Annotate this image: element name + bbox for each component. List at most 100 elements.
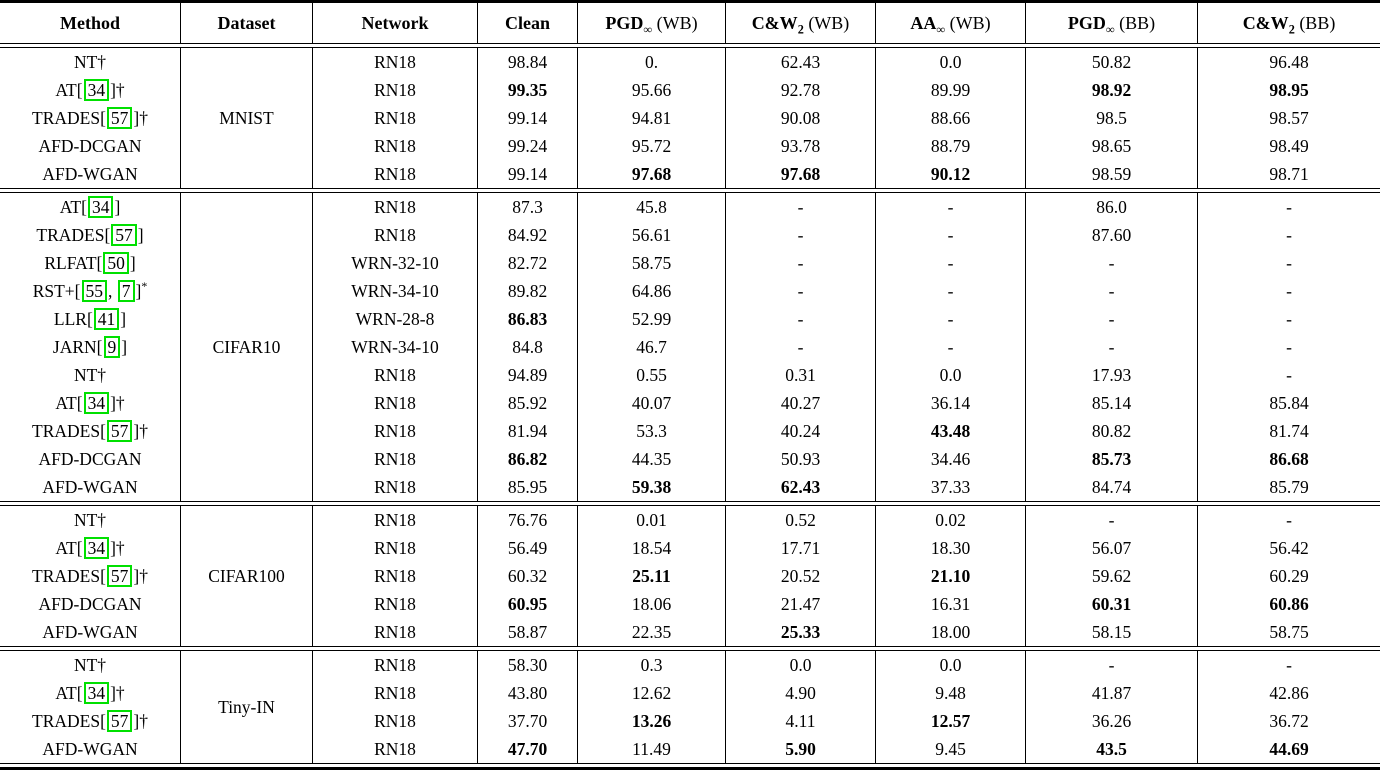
value-cell: 34.46 [875,445,1025,473]
value-cell: - [875,249,1025,277]
value-cell: 89.82 [477,277,577,305]
table-row: JARN[9] WRN-34-10 84.8 46.7- - - - [0,333,1380,361]
value-cell: 60.31 [1025,590,1197,618]
value-cell: 99.24 [477,132,577,160]
table-row: AT[34]† RN18 99.35 95.66 92.78 89.99 98.92 98.9… [0,76,1380,104]
value-cell: 21.47 [725,590,875,618]
value-cell: 46.7 [577,333,725,361]
citation-link[interactable]: 57 [111,223,137,247]
method-cell: AFD-DCGAN [38,135,142,156]
table-row: AFD-WGAN RN18 58.87 22.35 25.33 18.00 58.15 58.… [0,618,1380,646]
citation-link[interactable]: 57 [106,564,133,588]
citation-link[interactable]: 57 [106,419,133,443]
network-cell: WRN-32-10 [312,249,477,277]
method-cell: NT† [73,51,107,72]
value-cell: 9.45 [875,735,1025,763]
value-cell: 0.3 [577,651,725,679]
header-row: Method Dataset Network Clean PGD∞ (WB) C&W2 (… [0,3,1380,43]
citation-link[interactable]: 9 [103,335,121,359]
value-cell: - [725,249,875,277]
dataset-group-MNIST: NT† MNIST RN18 98.84 0. 62.43 0.0 50.82 96.48 AT[… [0,48,1380,188]
citation-link[interactable]: 41 [93,307,120,331]
dataset-cell: CIFAR100 [180,506,312,646]
value-cell: 97.68 [577,160,725,188]
value-cell: 52.99 [577,305,725,333]
citation-link[interactable]: 55 [81,279,107,303]
value-cell: 86.82 [477,445,577,473]
network-cell: RN18 [312,473,477,501]
value-cell: 62.43 [725,48,875,76]
group-separator [0,501,1380,506]
method-cell: TRADES[57]† [32,564,148,588]
network-cell: RN18 [312,735,477,763]
value-cell: 58.87 [477,618,577,646]
value-cell: 22.35 [577,618,725,646]
value-cell: 99.14 [477,104,577,132]
network-cell: RN18 [312,445,477,473]
separator-rule [0,646,1380,651]
table-row: TRADES[57]† RN18 60.32 25.11 20.52 21.10 59.62… [0,562,1380,590]
value-cell: 90.08 [725,104,875,132]
citation-link[interactable]: 57 [106,106,133,130]
value-cell: 0.31 [725,361,875,389]
method-cell: JARN[9] [52,335,128,359]
value-cell: 40.24 [725,417,875,445]
value-cell: 85.84 [1197,389,1380,417]
value-cell: 58.30 [477,651,577,679]
value-cell: 0.01 [577,506,725,534]
method-cell: AT[34]† [55,536,125,560]
citation-link[interactable]: 50 [103,251,129,275]
value-cell: 56.07 [1025,534,1197,562]
value-cell: 18.00 [875,618,1025,646]
value-cell: 9.48 [875,679,1025,707]
value-cell: - [1025,506,1197,534]
value-cell: - [725,305,875,333]
value-cell: 0.0 [725,651,875,679]
value-cell: 0.52 [725,506,875,534]
network-cell: RN18 [312,76,477,104]
value-cell: 98.95 [1197,76,1380,104]
value-cell: 4.90 [725,679,875,707]
value-cell: 60.32 [477,562,577,590]
method-cell: AFD-DCGAN [38,448,142,469]
table-row: AFD-DCGAN RN18 99.24 95.72 93.78 88.79 98.65 98… [0,132,1380,160]
dataset-cell: CIFAR10 [180,193,312,501]
column-header-cw-bb: C&W2 (BB) [1197,3,1380,43]
value-cell: 98.84 [477,48,577,76]
value-cell: - [1197,506,1380,534]
value-cell: 85.92 [477,389,577,417]
value-cell: 25.33 [725,618,875,646]
citation-link[interactable]: 7 [117,279,135,303]
network-cell: RN18 [312,160,477,188]
network-cell: WRN-34-10 [312,333,477,361]
value-cell: 88.79 [875,132,1025,160]
network-cell: RN18 [312,221,477,249]
method-cell: AFD-WGAN [42,476,138,497]
network-cell: RN18 [312,707,477,735]
citation-link[interactable]: 34 [87,195,114,219]
value-cell: 18.30 [875,534,1025,562]
table-row: AFD-DCGAN RN18 60.95 18.06 21.47 16.31 60.31 60… [0,590,1380,618]
value-cell: 44.35 [577,445,725,473]
value-cell: 50.93 [725,445,875,473]
value-cell: 98.92 [1025,76,1197,104]
method-cell: AFD-WGAN [42,621,138,642]
citation-link[interactable]: 34 [83,391,110,415]
method-cell: TRADES[57] [36,223,144,247]
value-cell: 0. [577,48,725,76]
table-row: AFD-DCGAN RN18 86.82 44.35 50.93 34.46 85.73 86… [0,445,1380,473]
method-cell: TRADES[57]† [32,106,148,130]
value-cell: 12.62 [577,679,725,707]
method-cell: AT[34]† [55,78,125,102]
separator-rule [0,501,1380,506]
citation-link[interactable]: 34 [83,536,110,560]
citation-link[interactable]: 34 [83,78,110,102]
separator-rule [0,43,1380,48]
citation-link[interactable]: 57 [106,709,133,733]
value-cell: 36.72 [1197,707,1380,735]
value-cell: 21.10 [875,562,1025,590]
method-cell: NT† [73,509,107,530]
citation-link[interactable]: 34 [83,681,110,705]
value-cell: 44.69 [1197,735,1380,763]
header-separator [0,43,1380,48]
